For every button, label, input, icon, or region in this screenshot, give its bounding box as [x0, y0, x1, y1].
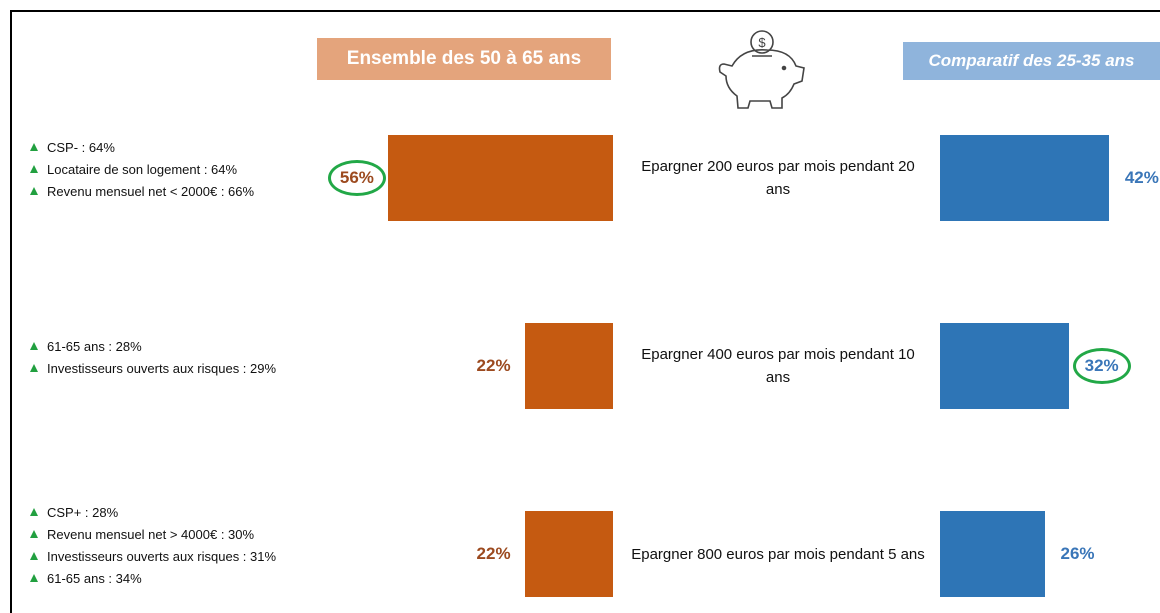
bar: [940, 511, 1045, 597]
header-right: Comparatif des 25-35 ans: [903, 42, 1160, 80]
svg-text:$: $: [758, 35, 766, 50]
profile-note: Revenu mensuel net < 2000€ : 66%: [30, 181, 254, 203]
bar: [387, 135, 613, 221]
profile-note: CSP- : 64%: [30, 137, 115, 159]
bar: [940, 135, 1109, 221]
profile-note: Investisseurs ouverts aux risques : 29%: [30, 358, 276, 380]
value-label: 22%: [476, 544, 511, 563]
highlight-circle: [327, 160, 386, 196]
profile-note: CSP+ : 28%: [30, 502, 118, 524]
highlight-circle: [1072, 348, 1131, 384]
profile-note: Investisseurs ouverts aux risques : 31%: [30, 546, 276, 568]
value-label: 22%: [476, 356, 511, 375]
value-label: 42%: [1124, 168, 1159, 187]
option-label: Epargner 200 euros par mois pendant 20 a…: [641, 158, 915, 198]
frame-left: [10, 10, 12, 613]
profile-note: Revenu mensuel net > 4000€ : 30%: [30, 524, 254, 546]
header-left: Ensemble des 50 à 65 ans: [317, 38, 611, 80]
bar: [524, 323, 613, 409]
profile-note: 61-65 ans : 34%: [30, 568, 142, 590]
piggy-icon: $: [718, 30, 805, 109]
option-label: Epargner 800 euros par mois pendant 5 an…: [631, 545, 925, 563]
value-label: 26%: [1060, 544, 1095, 563]
bar: [940, 323, 1069, 409]
profile-note: Locataire de son logement : 64%: [30, 159, 237, 181]
option-label: Epargner 400 euros par mois pendant 10 a…: [641, 346, 915, 386]
profile-note: 61-65 ans : 28%: [30, 336, 142, 358]
frame-top: [10, 10, 1160, 12]
bar: [524, 511, 613, 597]
